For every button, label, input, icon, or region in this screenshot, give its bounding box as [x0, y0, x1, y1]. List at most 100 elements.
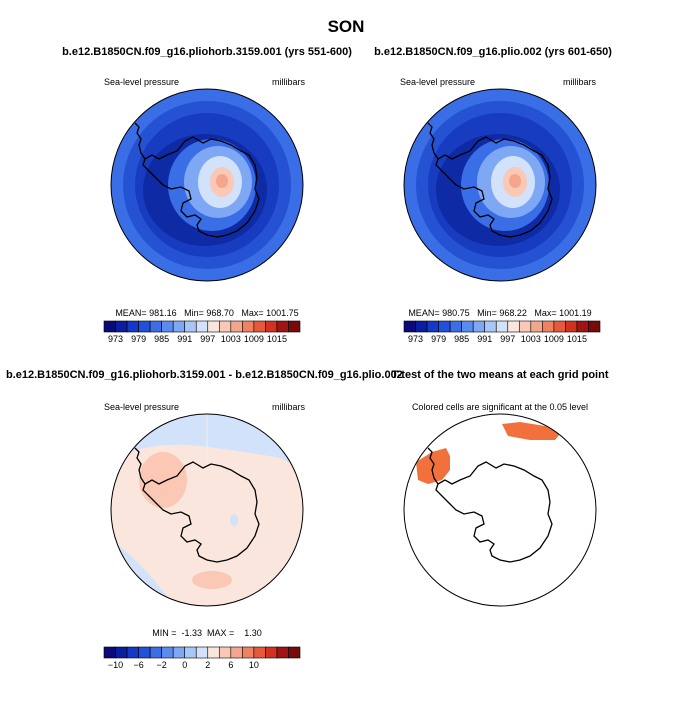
- colorbar-tick-label: 2: [205, 660, 210, 670]
- colorbar-cell: [207, 320, 220, 333]
- colorbar-cell: [218, 320, 232, 333]
- colorbar-tick-label: 973: [108, 334, 123, 344]
- colorbar-tick-label: 985: [154, 334, 169, 344]
- colorbar-cell: [253, 320, 266, 333]
- map-border: [110, 413, 304, 607]
- colorbar-tick-label: 0: [182, 660, 187, 670]
- panel-title: b.e12.B1850CN.f09_g16.plio.002 (yrs 601-…: [374, 46, 612, 58]
- colorbar-tick-label: 6: [228, 660, 233, 670]
- significant-region: [502, 422, 560, 440]
- colorbar-tick-label: −2: [157, 660, 167, 670]
- colorbar-tick-label: 973: [408, 334, 423, 344]
- colorbar-tick-label: 1003: [521, 334, 541, 344]
- panel-title: T-test of the two means at each grid poi…: [392, 369, 609, 381]
- colorbar-tick-label: 1015: [267, 334, 287, 344]
- colorbar-cell: [588, 320, 601, 333]
- difference-map: [111, 414, 303, 606]
- map-border: [403, 413, 597, 607]
- colorbar-tick-label: 991: [477, 334, 492, 344]
- colorbar-tick-label: −10: [108, 660, 123, 670]
- map-border: [110, 88, 304, 282]
- colorbar-tick-label: 997: [500, 334, 515, 344]
- colorbar-cell: [115, 646, 128, 659]
- colorbar-cell: [172, 320, 186, 333]
- colorbar-tick-label: 985: [454, 334, 469, 344]
- colorbar-cell: [207, 646, 220, 659]
- stats-label: MEAN= 980.75 Min= 968.22 Max= 1001.19: [408, 308, 591, 318]
- colorbar-tick-label: 997: [200, 334, 215, 344]
- colorbar-tick-label: 1009: [544, 334, 564, 344]
- stats-label: MIN = -1.33 MAX = 1.30: [152, 628, 262, 638]
- colorbar-cell: [265, 646, 278, 659]
- colorbar-tick-label: 1015: [567, 334, 587, 344]
- colorbar-cell: [495, 320, 509, 333]
- colorbar-tick-label: 991: [177, 334, 192, 344]
- colorbar-cell: [530, 320, 543, 333]
- panel-title: b.e12.B1850CN.f09_g16.pliohorb.3159.001 …: [62, 46, 352, 58]
- colorbar-cell: [507, 320, 520, 333]
- colorbar-cell: [265, 320, 278, 333]
- colorbar-cell: [242, 320, 255, 333]
- colorbar-cell: [288, 646, 301, 659]
- colorbar-cell: [195, 646, 209, 659]
- map-border: [403, 88, 597, 282]
- colorbar-cell: [415, 320, 428, 333]
- colorbar-cell: [553, 320, 566, 333]
- variable-label: Sea-level pressure: [104, 77, 179, 87]
- colorbar-cell: [230, 646, 243, 659]
- colorbar-cell: [103, 320, 116, 333]
- colorbar-cell: [230, 320, 243, 333]
- colorbar-cell: [426, 320, 439, 333]
- units-label: millibars: [272, 402, 306, 412]
- colorbar-cell: [126, 320, 139, 333]
- colorbar-tick-label: −6: [133, 660, 143, 670]
- colorbar-cell: [449, 320, 462, 333]
- colorbar-cell: [484, 320, 497, 333]
- colorbar-slp-top-left: 973 979 985 991 997 1003 1009 1015: [103, 320, 301, 344]
- units-label: millibars: [563, 77, 597, 87]
- colorbar-cell: [253, 646, 266, 659]
- colorbar-cell: [149, 646, 162, 659]
- units-label: millibars: [272, 77, 306, 87]
- colorbar-tick-label: 10: [249, 660, 259, 670]
- colorbar-cell: [149, 320, 162, 333]
- panel-top-right: b.e12.B1850CN.f09_g16.plio.002 (yrs 601-…: [374, 46, 612, 344]
- significance-map: [404, 414, 596, 606]
- panel-bottom-right: T-test of the two means at each grid poi…: [392, 369, 609, 607]
- colorbar-cell: [276, 320, 289, 333]
- colorbar-cell: [161, 646, 174, 659]
- colorbar-cell: [276, 646, 289, 659]
- colorbar-cell: [518, 320, 532, 333]
- colorbar-cell: [542, 320, 555, 333]
- colorbar-tick-label: 1003: [221, 334, 241, 344]
- variable-label: Sea-level pressure: [104, 402, 179, 412]
- slp-map: [111, 89, 303, 281]
- colorbar-cell: [184, 320, 197, 333]
- colorbar-cell: [172, 646, 186, 659]
- colorbar-cell: [565, 320, 578, 333]
- colorbar-cell: [138, 646, 151, 659]
- slp-map: [404, 89, 596, 281]
- colorbar-cell: [138, 320, 151, 333]
- colorbar-cell: [115, 320, 128, 333]
- panel-bottom-left: b.e12.B1850CN.f09_g16.pliohorb.3159.001 …: [6, 369, 403, 670]
- colorbar-slp-top-right: 973 979 985 991 997 1003 1009 1015: [403, 320, 601, 344]
- colorbar-diff: −10 −6 −2 0 2 6 10: [103, 646, 301, 670]
- panel-title: b.e12.B1850CN.f09_g16.pliohorb.3159.001 …: [6, 369, 403, 381]
- colorbar-cell: [103, 646, 116, 659]
- colorbar-cell: [288, 320, 301, 333]
- colorbar-cell: [576, 320, 589, 333]
- colorbar-tick-label: 979: [131, 334, 146, 344]
- colorbar-cell: [242, 646, 255, 659]
- panel-top-left: b.e12.B1850CN.f09_g16.pliohorb.3159.001 …: [62, 46, 352, 344]
- colorbar-tick-label: 1009: [244, 334, 264, 344]
- stats-label: MEAN= 981.16 Min= 968.70 Max= 1001.75: [115, 308, 298, 318]
- colorbar-cell: [403, 320, 416, 333]
- colorbar-cell: [184, 646, 197, 659]
- colorbar-cell: [195, 320, 209, 333]
- colorbar-cell: [161, 320, 174, 333]
- colorbar-cell: [461, 320, 474, 333]
- colorbar-cell: [472, 320, 486, 333]
- figure-title: SON: [328, 17, 365, 36]
- colorbar-cell: [438, 320, 451, 333]
